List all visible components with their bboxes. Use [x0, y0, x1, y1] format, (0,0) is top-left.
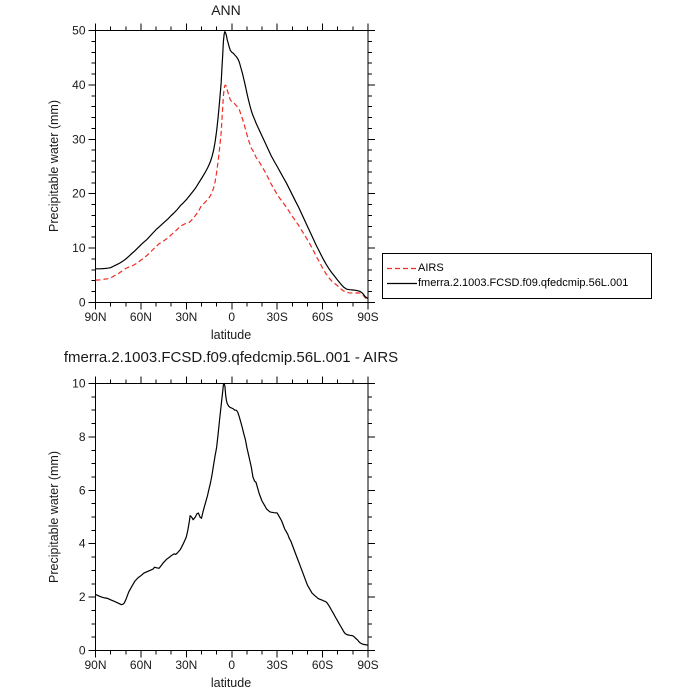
tick-label: 50 [72, 24, 86, 38]
tick-label: 60S [312, 658, 333, 672]
tick-label: 30 [72, 132, 86, 146]
tick-label: 0 [79, 296, 86, 310]
tick-label: 10 [72, 377, 86, 391]
tick-label: 20 [72, 187, 86, 201]
tick-label: 90S [357, 310, 378, 324]
tick-label: 30S [266, 310, 287, 324]
series-line-difference [95, 382, 369, 646]
tick-label: 40 [72, 78, 86, 92]
top-y-axis-label: Precipitable water (mm) [47, 100, 61, 232]
tick-label: 0 [228, 310, 235, 324]
tick-label: 60N [130, 310, 152, 324]
main-chart: 90N 60N 30N 0 30S 60S 90S 0 10 20 30 40 50 [72, 23, 379, 324]
tick-label: 30N [175, 310, 197, 324]
tick-label: 0 [79, 644, 86, 658]
tick-label: 4 [79, 537, 86, 551]
diff-chart: 90N 60N 30N 0 30S 60S 90S 0 2 4 6 8 10 [72, 376, 379, 672]
tick-label: 10 [72, 241, 86, 255]
legend-entry-airs: AIRS [386, 263, 651, 274]
axis-frame [95, 383, 369, 651]
tick-label: 60N [130, 658, 152, 672]
legend-entry-model: fmerra.2.1003.FCSD.f09.qfedcmip.56L.001 [386, 278, 651, 289]
tick-label: 90N [84, 658, 106, 672]
top-x-axis-label: latitude [210, 328, 252, 342]
tick-label: 30S [266, 658, 287, 672]
tick-label: 60S [312, 310, 333, 324]
series-line-0 [95, 84, 369, 301]
tick-label: 8 [79, 430, 86, 444]
tick-label: 6 [79, 483, 86, 497]
airs-dashed-line-sample [387, 267, 417, 270]
bottom-x-axis-label: latitude [210, 676, 252, 690]
tick-label: 30N [175, 658, 197, 672]
model-solid-line-sample [387, 282, 417, 285]
bottom-chart-title: fmerra.2.1003.FCSD.f09.qfedcmip.56L.001 … [63, 349, 399, 366]
tick-label: 0 [228, 658, 235, 672]
axis-frame [95, 30, 369, 303]
tick-label: 90S [357, 658, 378, 672]
bottom-y-axis-label: Precipitable water (mm) [47, 451, 61, 583]
tick-label: 90N [84, 310, 106, 324]
series-line-1 [95, 31, 369, 300]
legend-label-model: fmerra.2.1003.FCSD.f09.qfedcmip.56L.001 [418, 277, 629, 289]
tick-label: 2 [79, 590, 86, 604]
legend-label-airs: AIRS [418, 262, 444, 274]
top-chart-title: ANN [211, 2, 241, 18]
legend: AIRS fmerra.2.1003.FCSD.f09.qfedcmip.56L… [382, 253, 652, 299]
